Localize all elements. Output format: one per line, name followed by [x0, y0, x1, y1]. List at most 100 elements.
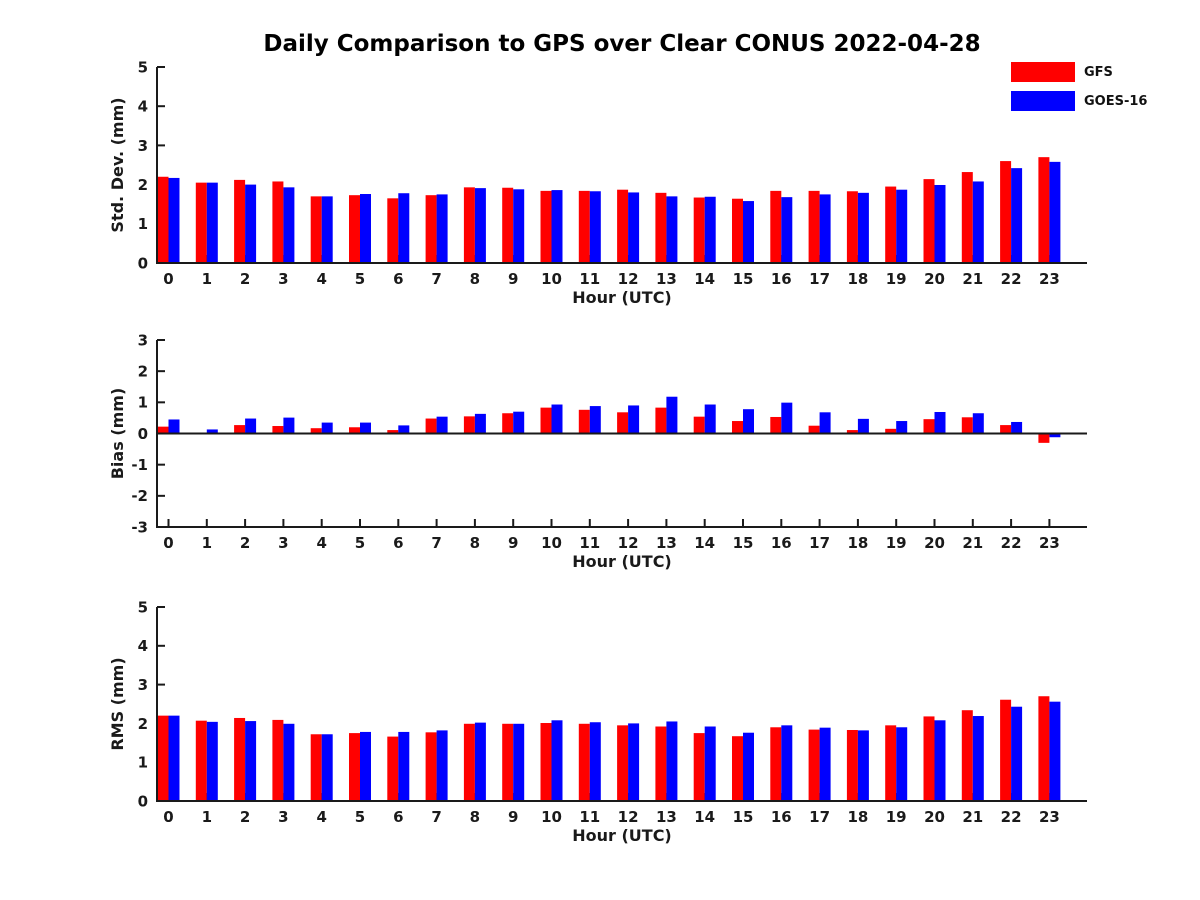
x-tick-label: 8: [470, 808, 480, 826]
y-tick-label: 1: [138, 754, 148, 772]
y-tick-label: 5: [138, 598, 148, 616]
bar-gfs-h6: [387, 198, 399, 263]
x-tick-label: 22: [1001, 270, 1022, 288]
x-tick-label: 10: [541, 270, 562, 288]
y-tick-label: 3: [138, 331, 148, 349]
bar-goes16-h13: [666, 396, 678, 434]
bar-goes16-h20: [934, 411, 946, 434]
x-tick-label: 0: [163, 270, 173, 288]
bar-gfs-h11: [578, 409, 590, 434]
y-tick-label: 4: [138, 637, 148, 655]
bar-goes16-h11: [589, 191, 601, 263]
bar-goes16-h19: [896, 727, 908, 801]
bar-gfs-h15: [732, 198, 743, 263]
bar-gfs-h19: [885, 428, 897, 434]
x-tick-label: 13: [656, 808, 677, 826]
bar-gfs-h15: [732, 421, 743, 434]
x-tick-label: 17: [809, 270, 830, 288]
bar-goes16-h4: [321, 196, 333, 263]
x-tick-label: 20: [924, 808, 945, 826]
bar-goes16-h16: [781, 725, 793, 801]
bar-goes16-h6: [398, 731, 410, 801]
bar-goes16-h3: [283, 417, 295, 434]
x-tick-label: 9: [508, 270, 518, 288]
bar-goes16-h22: [1011, 168, 1023, 263]
legend-swatch-goes16-icon: [1011, 91, 1075, 111]
bar-gfs-h16: [770, 416, 782, 434]
x-tick-label: 13: [656, 534, 677, 552]
bar-goes16-h23: [1049, 433, 1061, 438]
y-tick-label: 0: [138, 792, 148, 810]
bar-gfs-h22: [1000, 161, 1012, 263]
x-tick-label: 8: [470, 534, 480, 552]
bar-gfs-h8: [463, 187, 475, 263]
bar-gfs-h6: [387, 430, 399, 434]
x-tick-label: 15: [733, 808, 754, 826]
bar-goes16-h2: [245, 721, 257, 801]
y-tick-label: -3: [131, 518, 148, 536]
bar-goes16-h15: [743, 201, 754, 263]
bar-gfs-h14: [693, 416, 705, 434]
y-tick-label: 0: [138, 254, 148, 272]
bar-goes16-h4: [321, 734, 333, 801]
bar-goes16-h17: [819, 727, 831, 801]
bar-gfs-h2: [234, 425, 246, 434]
x-tick-label: 20: [924, 270, 945, 288]
y-axis-label: Std. Dev. (mm): [108, 97, 127, 232]
x-tick-label: 19: [886, 534, 907, 552]
bar-goes16-h1: [206, 721, 218, 801]
x-tick-label: 7: [431, 534, 441, 552]
bar-gfs-h3: [272, 426, 284, 434]
bar-goes16-h23: [1049, 161, 1061, 263]
y-tick-label: 3: [138, 676, 148, 694]
y-tick-label: 3: [138, 137, 148, 155]
bar-goes16-h7: [436, 416, 448, 434]
x-tick-label: 9: [508, 534, 518, 552]
bar-goes16-h10: [551, 190, 563, 263]
bar-gfs-h23: [1038, 696, 1050, 801]
bar-gfs-h19: [885, 725, 897, 801]
bar-gfs-h6: [387, 736, 399, 801]
x-tick-label: 15: [733, 270, 754, 288]
bar-goes16-h10: [551, 404, 563, 434]
bar-gfs-h17: [808, 190, 820, 263]
bar-gfs-h7: [425, 732, 437, 801]
x-axis-label: Hour (UTC): [572, 288, 672, 307]
x-tick-label: 11: [579, 534, 600, 552]
y-tick-label: 5: [138, 58, 148, 76]
bar-gfs-h9: [502, 723, 514, 801]
bar-gfs-h0: [157, 715, 169, 801]
bar-gfs-h1: [195, 720, 207, 801]
bar-gfs-h8: [463, 416, 475, 434]
bar-goes16-h2: [245, 184, 257, 263]
bar-goes16-h19: [896, 421, 908, 434]
bar-goes16-h16: [781, 402, 793, 434]
x-tick-label: 0: [163, 534, 173, 552]
bar-goes16-h2: [245, 418, 257, 434]
bar-gfs-h21: [961, 710, 973, 801]
bar-gfs-h2: [234, 179, 246, 263]
bar-goes16-h21: [972, 716, 984, 801]
bar-goes16-h6: [398, 193, 410, 263]
bar-gfs-h13: [655, 407, 667, 434]
bar-gfs-h23: [1038, 157, 1050, 263]
bar-gfs-h10: [540, 407, 552, 434]
bar-goes16-h6: [398, 425, 410, 434]
x-tick-label: 12: [618, 808, 639, 826]
x-tick-label: 21: [962, 270, 983, 288]
x-tick-label: 0: [163, 808, 173, 826]
x-tick-label: 12: [618, 534, 639, 552]
bar-gfs-h20: [923, 716, 935, 801]
x-tick-label: 5: [355, 270, 365, 288]
x-tick-label: 1: [202, 534, 212, 552]
bar-goes16-h8: [474, 188, 486, 263]
x-tick-label: 16: [771, 270, 792, 288]
bar-goes16-h20: [934, 720, 946, 801]
x-tick-label: 2: [240, 534, 250, 552]
bar-gfs-h18: [846, 191, 858, 263]
bar-goes16-h10: [551, 720, 563, 801]
bar-gfs-h18: [846, 430, 858, 434]
bar-goes16-h13: [666, 721, 678, 801]
